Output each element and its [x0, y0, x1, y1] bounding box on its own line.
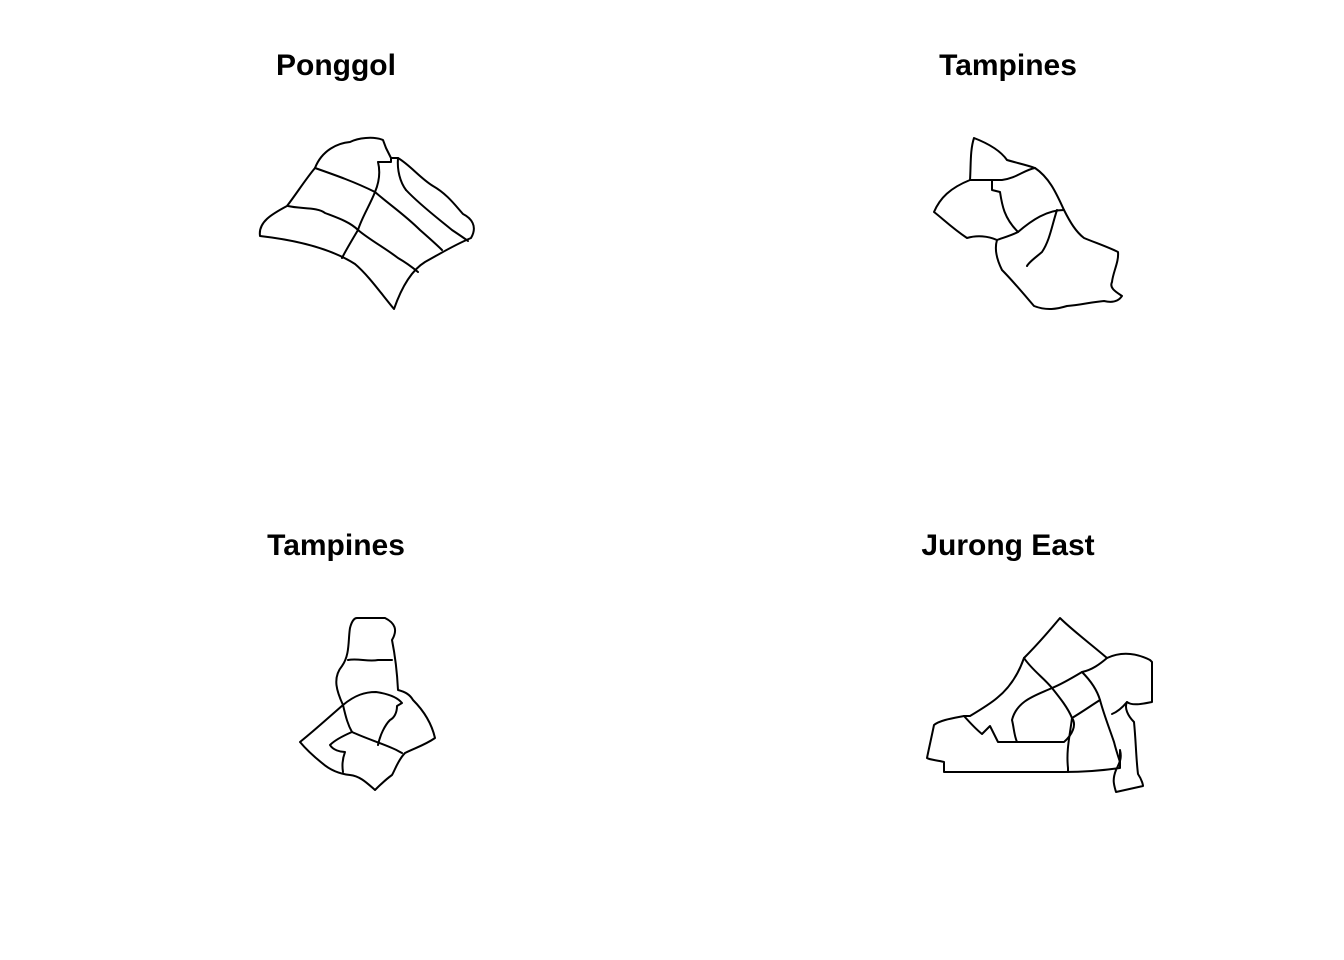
subzone-boundary [342, 704, 353, 733]
panel-title: Tampines [267, 529, 405, 562]
subzone-boundary [1023, 657, 1073, 719]
area-outline [299, 617, 436, 791]
subzone-boundary [374, 191, 443, 251]
panel-title: Ponggol [276, 49, 396, 82]
subzone-boundary [351, 731, 403, 754]
planning-area-map [258, 136, 475, 310]
subzone-boundary [1011, 657, 1108, 743]
map-panel-tampines-1: Tampines [672, 0, 1344, 480]
subzone-boundary [1111, 701, 1128, 715]
subzone-boundary [996, 231, 1019, 241]
map-panel-ponggol: Ponggol [0, 0, 672, 480]
subzone-boundary [357, 229, 419, 273]
subzone-boundary [329, 731, 353, 773]
subzone-boundary [969, 167, 1036, 181]
map-panel-tampines-2: Tampines [0, 480, 672, 960]
subzone-boundary [405, 189, 469, 242]
planning-area-map [299, 617, 436, 791]
area-outline [926, 617, 1153, 793]
subzone-boundary [1066, 717, 1073, 773]
planning-area-map [926, 617, 1153, 793]
subzone-boundary [314, 157, 392, 193]
subzone-boundary [342, 691, 403, 746]
subzone-boundary [341, 191, 376, 259]
panel-title: Jurong East [921, 529, 1095, 562]
panel-title: Tampines [939, 49, 1077, 82]
map-panel-jurong-east: Jurong East [672, 480, 1344, 960]
planning-area-map [933, 137, 1123, 310]
area-outline [933, 137, 1123, 310]
subzone-boundary [287, 205, 359, 231]
subzone-boundary [963, 715, 1075, 743]
subzone-boundary [396, 157, 407, 191]
subzone-boundary [1099, 699, 1121, 763]
subzone-boundary [347, 658, 393, 662]
area-outline [258, 136, 475, 310]
subzone-boundary [1026, 209, 1058, 267]
subzone-boundary [1071, 671, 1101, 719]
